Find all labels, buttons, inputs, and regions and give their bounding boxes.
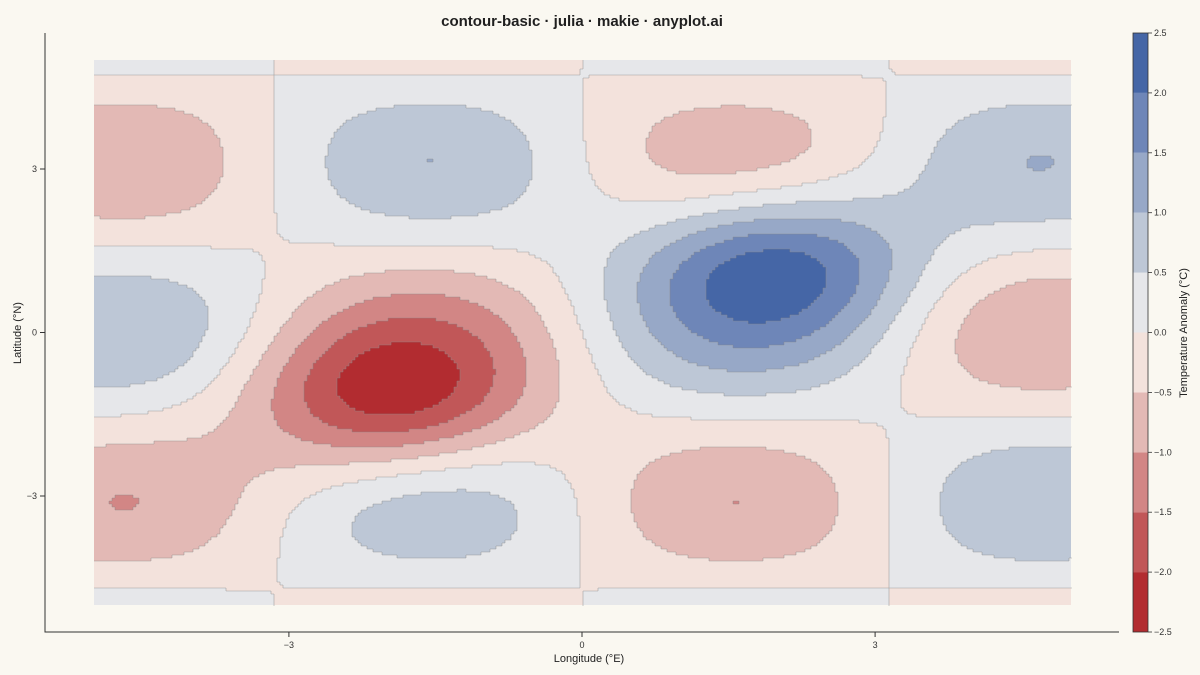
x-axis-label: Longitude (°E)	[554, 653, 624, 665]
colorbar-ticks: −2.5 −2.0 −1.5 −1.0 −0.5 0.0 0.5 1.0 1.5 2.0 2.5	[1148, 28, 1172, 637]
colorbar-tick-label: 1.0	[1154, 208, 1167, 218]
contour-band-4	[94, 60, 1071, 605]
colorbar-segment	[1133, 152, 1148, 213]
x-tick-label: −3	[284, 640, 294, 650]
contour-band-9	[706, 249, 826, 324]
chart-title: contour-basic · julia · makie · anyplot.…	[441, 13, 723, 30]
contour-plot-area	[94, 60, 1072, 606]
colorbar-tick-label: 2.0	[1154, 88, 1167, 98]
x-tick-label: 0	[579, 640, 584, 650]
axis-frame	[44, 33, 1119, 633]
y-axis-ticks: −3 0 3	[27, 164, 45, 501]
y-tick-label: −3	[27, 491, 37, 501]
colorbar	[1132, 32, 1149, 633]
colorbar-segment	[1133, 33, 1148, 93]
colorbar-tick-label: −2.0	[1154, 567, 1172, 577]
contour-band-0	[337, 342, 460, 414]
contour-lines	[94, 60, 1072, 606]
colorbar-tick-label: −2.5	[1154, 627, 1172, 637]
colorbar-segment	[1133, 212, 1148, 273]
x-axis-ticks: −3 0 3	[284, 632, 878, 650]
colorbar-tick-label: −1.0	[1154, 447, 1172, 457]
colorbar-tick-label: −1.5	[1154, 507, 1172, 517]
contour-fills	[94, 60, 1072, 606]
colorbar-tick-label: 2.5	[1154, 28, 1167, 38]
contour-band-1	[304, 318, 496, 432]
colorbar-segment	[1133, 572, 1148, 632]
colorbar-tick-label: 0.0	[1154, 328, 1167, 338]
contour-band-8	[670, 234, 859, 348]
colorbar-segment	[1133, 92, 1148, 153]
colorbar-label: Temperature Anomaly (°C)	[1178, 268, 1190, 398]
colorbar-segment	[1133, 452, 1148, 513]
colorbar-segment	[1133, 272, 1148, 333]
y-tick-label: 3	[32, 164, 37, 174]
y-tick-label: 0	[32, 328, 37, 338]
colorbar-segment	[1133, 392, 1148, 453]
colorbar-tick-label: −0.5	[1154, 387, 1172, 397]
x-tick-label: 3	[873, 640, 878, 650]
contour-band-5	[94, 60, 1071, 605]
colorbar-segment	[1133, 512, 1148, 573]
colorbar-tick-label: 0.5	[1154, 268, 1167, 278]
y-axis-label: Latitude (°N)	[12, 302, 24, 364]
colorbar-segment	[1133, 332, 1148, 393]
colorbar-tick-label: 1.5	[1154, 148, 1167, 158]
